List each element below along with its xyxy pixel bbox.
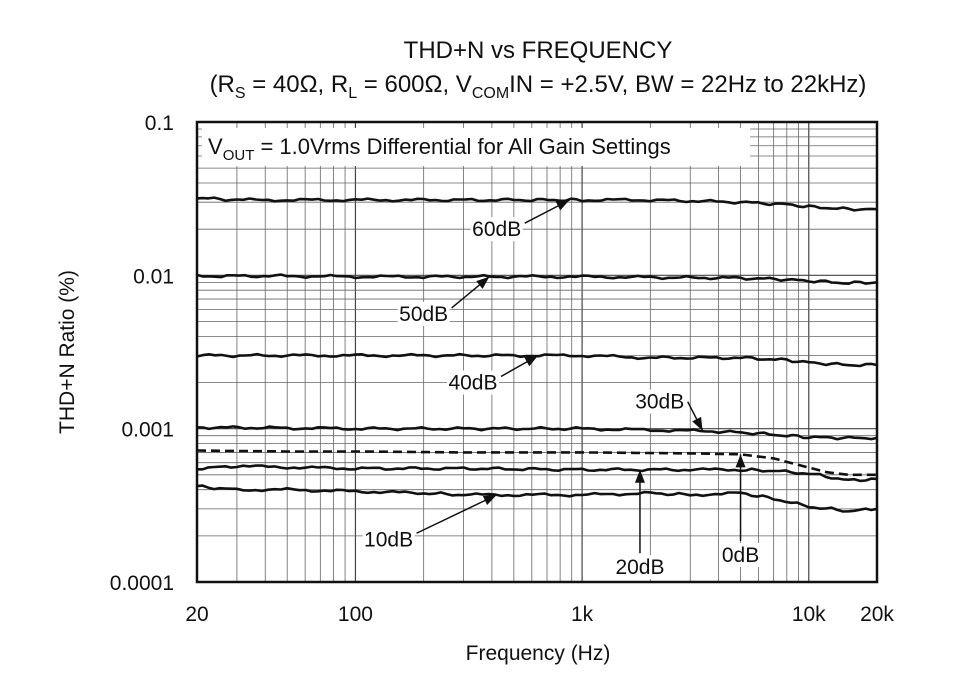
series-line-10dB [196,484,878,513]
plot-frame [195,120,879,584]
x-tick-label: 1k [571,603,594,626]
x-tick-label: 20 [185,603,208,626]
series-label-0dB: 0dB [722,544,759,567]
series-label-bg [720,542,761,567]
chart-subtitle: (RS = 40Ω, RL = 600Ω, VCOMIN = +2.5V, BW… [210,71,867,102]
x-tick-label: 10k [792,603,826,626]
y-tick-label: 0.01 [133,265,174,288]
series-label-30dB: 30dB [635,391,684,414]
series-label-arrowhead [634,469,645,483]
series-line-40dB [196,352,878,368]
series-label-bg [613,555,666,580]
series-label-arrowhead [692,416,703,431]
series-label-arrowhead [524,355,539,367]
series-label-arrowhead [482,494,497,506]
series-line-0dB [196,449,877,477]
y-tick-label: 0.1 [145,112,174,135]
series-line-60dB [196,196,878,212]
annotation-background [202,128,750,166]
x-tick-labels: 20 100 1k 10k 20k [185,603,894,626]
x-tick-label: 100 [338,603,373,626]
plot-grid [197,122,877,582]
series-line-50dB [196,273,878,285]
vout-annotation: VOUT = 1.0Vrms Differential for All Gain… [208,134,671,164]
y-tick-label: 0.0001 [110,572,174,595]
series-label-bg [362,527,415,552]
chart-title: THD+N vs FREQUENCY [404,37,673,64]
series-labels: 60dB 50dB 40dB 30dB 10dB 20dB 0dB [362,199,761,580]
y-tick-label: 0.001 [121,419,174,442]
series-label-arrowhead [476,276,490,289]
series-label-40dB: 40dB [448,372,497,395]
series-label-arrow [416,494,498,534]
series-line-20dB [197,464,878,483]
series-label-20dB: 20dB [615,556,664,579]
y-axis-label: THD+N Ratio (%) [56,270,79,434]
series-label-50dB: 50dB [399,303,448,326]
y-tick-labels: 0.1 0.01 0.001 0.0001 [110,112,174,595]
series-label-bg [397,301,450,326]
series-label-bg [470,217,523,242]
series-label-arrowhead [735,454,746,468]
series-label-bg [633,389,686,414]
series-line-30dB [196,425,878,441]
series-label-arrowhead [555,199,570,211]
series-label-60dB: 60dB [472,218,521,241]
series-layer [196,196,878,513]
series-label-10dB: 10dB [364,528,413,551]
series-label-bg [446,370,499,395]
x-tick-label: 20k [860,603,894,626]
x-axis-label: Frequency (Hz) [466,642,611,665]
